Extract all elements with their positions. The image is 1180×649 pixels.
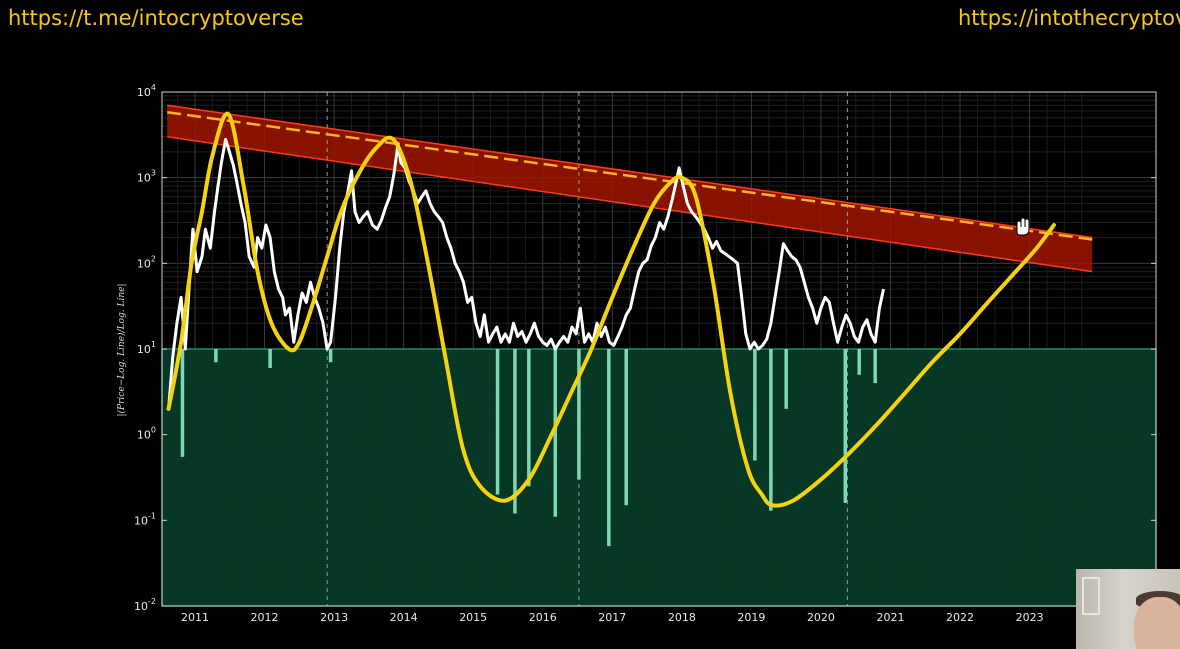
x-tick-label: 2017	[598, 611, 626, 624]
upper-band-top-edge	[167, 104, 1093, 239]
x-tick-label: 2018	[668, 611, 696, 624]
upper-band-bottom-edge	[167, 136, 1093, 273]
green-zone	[161, 348, 1157, 607]
y-tick-label: 100	[137, 426, 156, 442]
x-axis-ticks: 2011 2012 2013 2014 2015 2016 2017 2018 2019 2020…	[181, 611, 1044, 624]
x-tick-label: 2013	[320, 611, 348, 624]
hand-cursor-icon	[1016, 217, 1030, 236]
green-spikes	[180, 349, 877, 547]
y-axis-label: |(Price−Log. Line)/Log. Line|	[116, 284, 127, 417]
y-tick-label: 10-1	[134, 511, 156, 527]
wall-frame	[1082, 577, 1100, 615]
x-tick-label: 2019	[737, 611, 765, 624]
y-axis-ticks: 10-2 10-1 100 101 102 103 104	[134, 83, 1156, 613]
upper-band-dashed-line	[167, 111, 1093, 241]
y-tick-label: 101	[137, 340, 156, 356]
website-link[interactable]: https://intothecryptove	[958, 6, 1180, 30]
x-tick-label: 2021	[877, 611, 905, 624]
x-tick-label: 2022	[946, 611, 974, 624]
cycle-curve	[166, 111, 1056, 508]
x-tick-label: 2014	[390, 611, 418, 624]
y-tick-label: 102	[137, 254, 156, 270]
x-tick-label: 2016	[529, 611, 557, 624]
y-tick-label: 104	[137, 83, 156, 99]
y-tick-label: 10-2	[134, 597, 156, 613]
presenter-avatar	[1134, 597, 1180, 649]
x-tick-label: 2020	[807, 611, 835, 624]
x-tick-label: 2015	[459, 611, 487, 624]
webcam-overlay	[1076, 569, 1180, 649]
telegram-link[interactable]: https://t.me/intocryptoverse	[8, 6, 304, 30]
x-tick-label: 2011	[181, 611, 209, 624]
price-deviation-line	[167, 137, 885, 410]
y-tick-label: 103	[137, 169, 156, 185]
x-tick-label: 2023	[1016, 611, 1044, 624]
x-tick-label: 2012	[251, 611, 279, 624]
